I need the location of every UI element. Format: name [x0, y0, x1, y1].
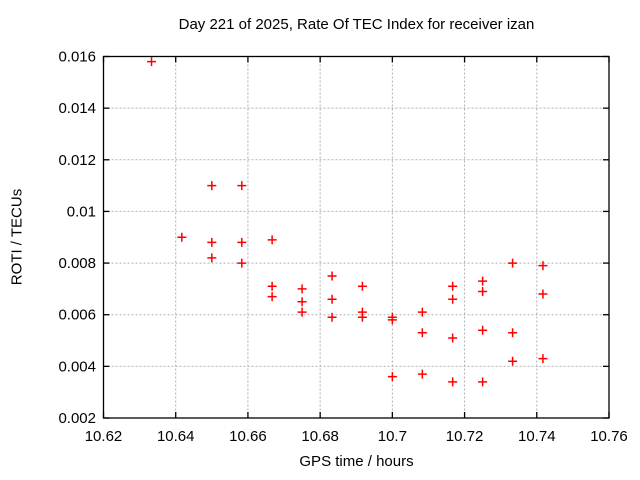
data-point [267, 292, 277, 302]
data-point [387, 315, 397, 325]
data-point [327, 312, 337, 322]
data-point [478, 377, 488, 387]
data-point [478, 325, 488, 335]
data-point [417, 307, 427, 317]
x-tick-label: 10.7 [378, 428, 407, 445]
data-point [448, 377, 458, 387]
data-point [297, 307, 307, 317]
y-tick-label: 0.004 [58, 358, 96, 375]
data-point [177, 232, 187, 242]
x-tick-label: 10.66 [229, 428, 267, 445]
data-point [448, 281, 458, 291]
data-point [357, 312, 367, 322]
data-point [147, 57, 157, 67]
y-tick-label: 0.014 [58, 100, 96, 117]
data-point [417, 369, 427, 379]
data-point [357, 281, 367, 291]
data-point [327, 294, 337, 304]
x-tick-label: 10.68 [301, 428, 339, 445]
data-point [207, 253, 217, 263]
data-point [508, 328, 518, 338]
data-point [207, 237, 217, 247]
data-point [538, 261, 548, 271]
data-point [508, 356, 518, 366]
data-point [478, 286, 488, 296]
data-point [508, 258, 518, 268]
x-tick-label: 10.76 [590, 428, 628, 445]
x-tick-label: 10.74 [518, 428, 556, 445]
data-point [237, 181, 247, 191]
y-tick-label: 0.012 [58, 152, 96, 169]
chart-title: Day 221 of 2025, Rate Of TEC Index for r… [178, 16, 535, 33]
y-tick-label: 0.01 [67, 203, 96, 220]
data-point [297, 284, 307, 294]
y-tick-label: 0.008 [58, 255, 96, 272]
data-point [327, 271, 337, 281]
x-tick-label: 10.62 [85, 428, 123, 445]
data-point [387, 372, 397, 382]
data-point [267, 281, 277, 291]
data-point [297, 297, 307, 307]
data-point [237, 258, 247, 268]
y-tick-label: 0.006 [58, 307, 96, 324]
data-point [448, 294, 458, 304]
x-axis-label: GPS time / hours [299, 453, 414, 470]
data-point [448, 333, 458, 343]
data-point [478, 276, 488, 286]
data-point [538, 289, 548, 299]
y-axis-label: ROTI / TECUs [8, 188, 26, 286]
y-tick-label: 0.016 [58, 49, 96, 66]
x-tick-label: 10.72 [446, 428, 484, 445]
plot-border [102, 55, 610, 419]
data-point [417, 328, 427, 338]
y-tick-label: 0.002 [58, 410, 96, 427]
x-tick-label: 10.64 [157, 428, 195, 445]
data-point [237, 237, 247, 247]
data-point [538, 354, 548, 364]
data-point [207, 181, 217, 191]
data-point [267, 235, 277, 245]
